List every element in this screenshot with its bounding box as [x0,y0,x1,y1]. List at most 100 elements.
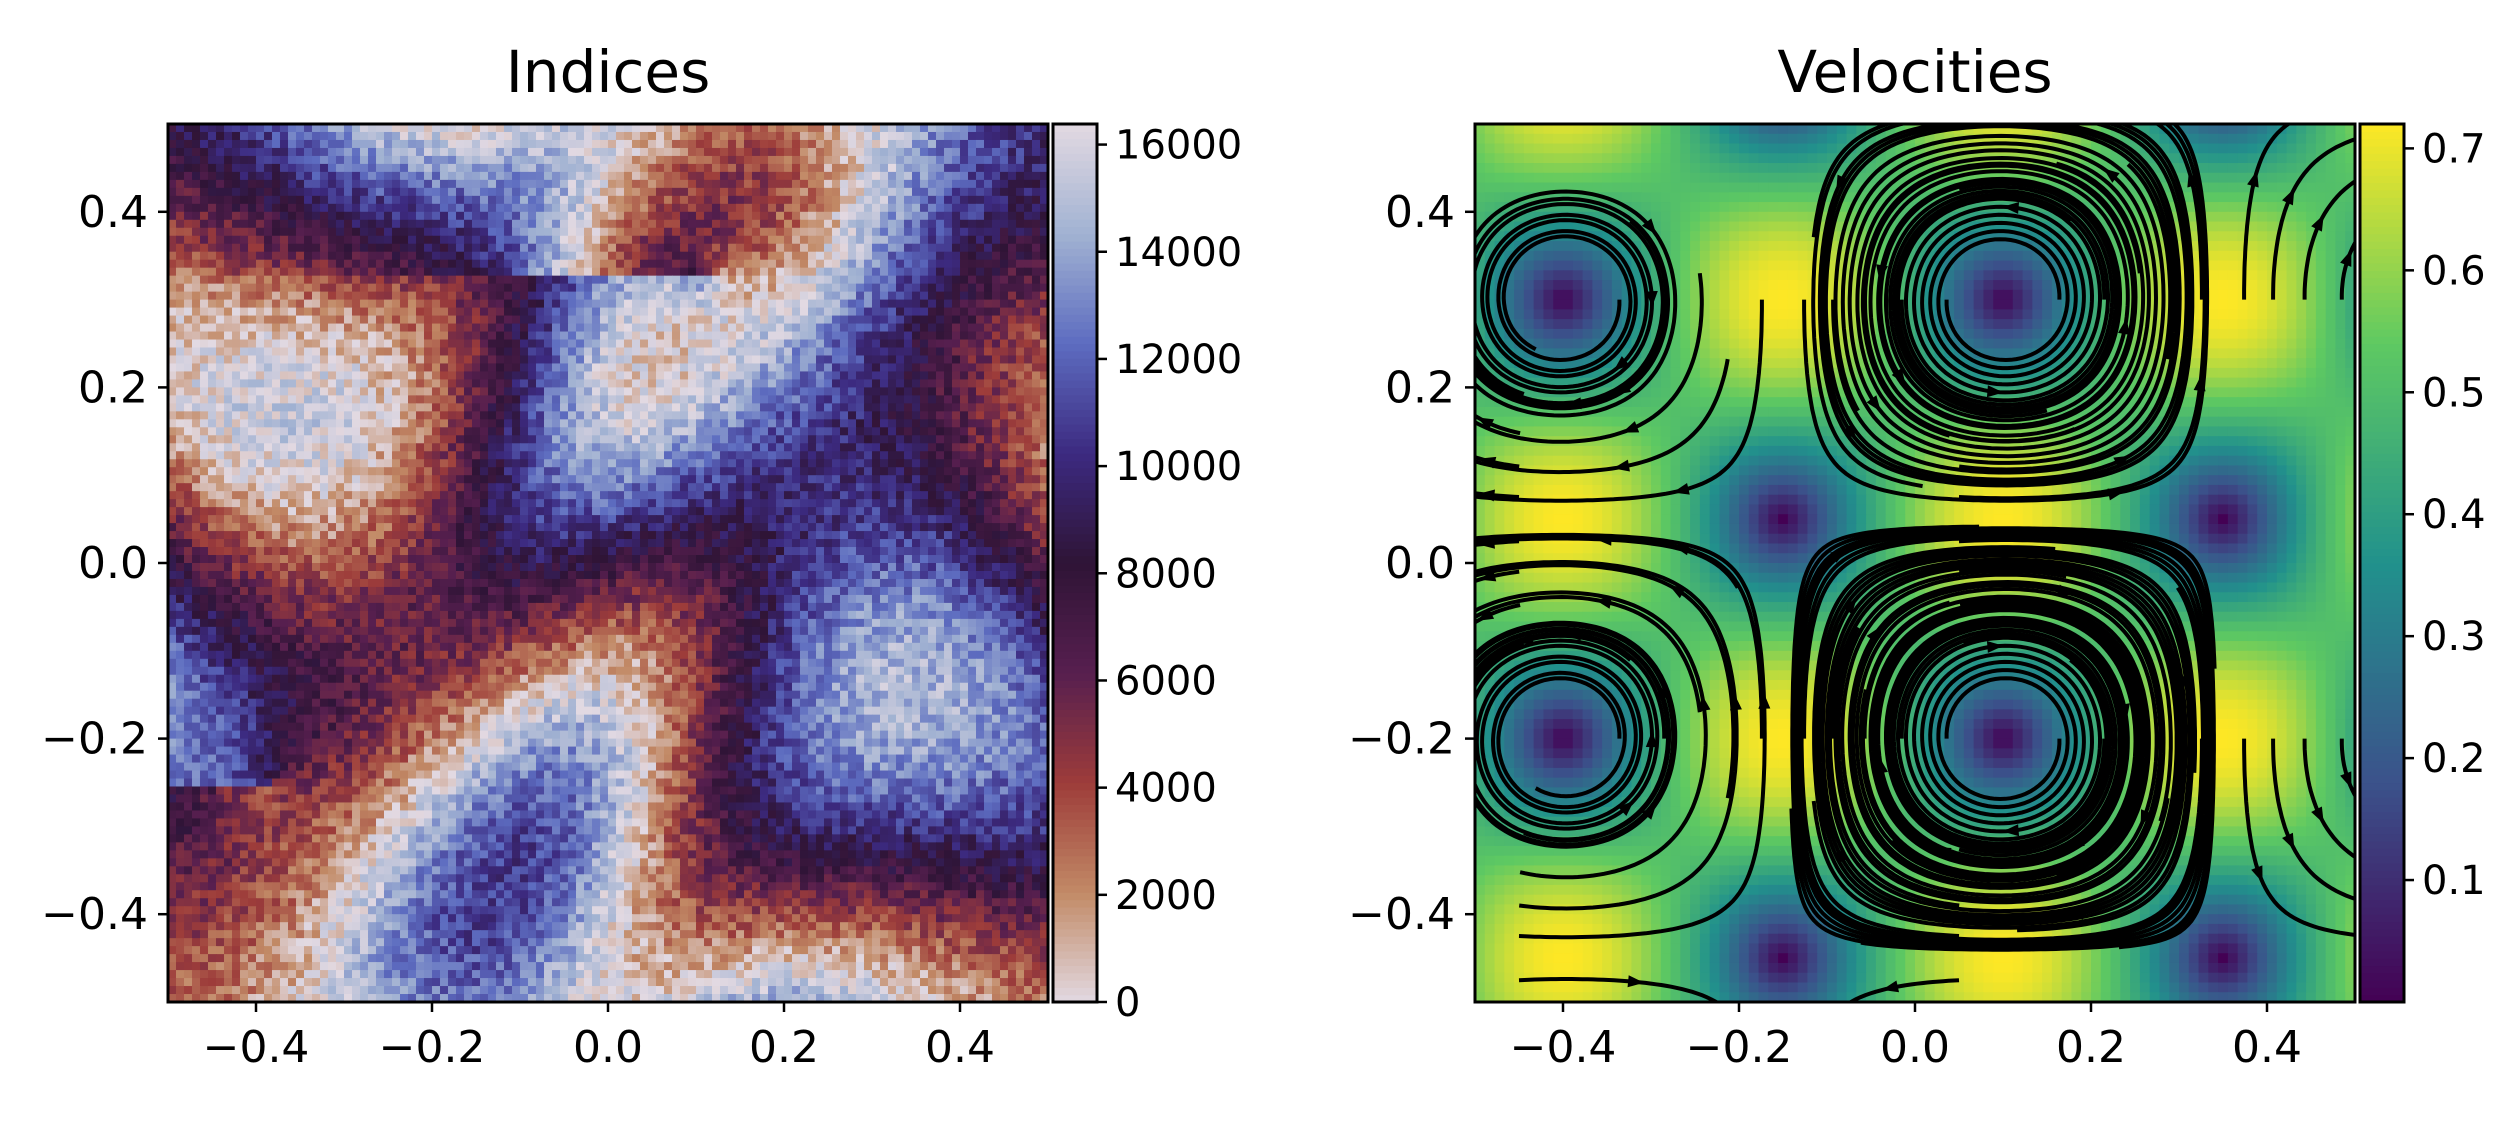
heatmap-cell [672,467,681,476]
heatmap-cell [240,275,249,285]
heatmap-cell [200,483,209,492]
heatmap-cell [808,435,817,444]
heatmap-cell [184,203,193,213]
heatmap-cell [920,331,929,341]
heatmap-cell [648,179,657,189]
heatmap-cell [864,227,873,237]
heatmap-cell [936,203,945,213]
heatmap-cell [992,147,1001,157]
heatmap-cell [864,331,873,341]
heatmap-cell [816,387,825,396]
heatmap-cell [952,459,961,468]
heatmap-cell [632,363,641,373]
heatmap-cell [208,235,217,245]
heatmap-cell [632,219,641,229]
heatmap-cell [888,147,897,157]
heatmap-cell [288,235,297,245]
heatmap-cell [600,124,609,133]
heatmap-cell [416,387,425,396]
heatmap-cell [168,139,177,149]
heatmap-cell [616,371,625,381]
heatmap-cell [600,363,609,373]
heatmap-cell [976,307,985,317]
heatmap-cell [480,179,489,189]
heatmap-cell [424,371,433,381]
heatmap-cell [384,387,393,396]
heatmap-cell [912,163,921,173]
heatmap-cell [504,331,513,341]
heatmap-cell [424,459,433,468]
heatmap-cell [928,259,937,269]
heatmap-cell [368,363,377,373]
heatmap-cell [680,187,689,197]
heatmap-cell [584,323,593,333]
heatmap-cell [376,411,385,420]
heatmap-cell [848,219,857,229]
heatmap-cell [200,307,209,317]
heatmap-cell [864,411,873,420]
heatmap-cell [272,243,281,253]
heatmap-cell [1024,475,1033,484]
heatmap-cell [712,475,721,484]
heatmap-cell [576,179,585,189]
heatmap-cell [944,267,953,277]
heatmap-cell [544,323,553,333]
heatmap-cell [320,339,329,349]
heatmap-cell [920,243,929,253]
heatmap-cell [432,363,441,373]
heatmap-cell [920,371,929,381]
heatmap-cell [976,315,985,325]
heatmap-cell [1032,179,1041,189]
heatmap-cell [184,323,193,333]
heatmap-cell [1016,219,1025,229]
heatmap-cell [320,179,329,189]
heatmap-cell [936,124,945,133]
heatmap-cell [888,467,897,476]
heatmap-cell [712,451,721,460]
heatmap-cell [608,307,617,317]
heatmap-cell [384,195,393,205]
heatmap-cell [184,459,193,468]
heatmap-cell [712,171,721,181]
heatmap-cell [824,459,833,468]
heatmap-cell [720,363,729,373]
heatmap-cell [512,315,521,325]
heatmap-cell [936,315,945,325]
heatmap-cell [344,227,353,237]
heatmap-cell [656,355,665,365]
heatmap-cell [720,419,729,428]
heatmap-cell [416,275,425,285]
heatmap-cell [600,267,609,277]
heatmap-cell [792,131,801,141]
heatmap-cell [704,187,713,197]
heatmap-cell [752,283,761,293]
heatmap-cell [680,419,689,428]
heatmap-cell [176,459,185,468]
heatmap-cell [528,179,537,189]
heatmap-cell [1032,395,1041,404]
heatmap-cell [1024,283,1033,293]
heatmap-cell [304,211,313,221]
heatmap-cell [368,243,377,253]
heatmap-cell [728,475,737,484]
heatmap-cell [192,467,201,476]
heatmap-cell [192,419,201,428]
heatmap-cell [808,155,817,165]
heatmap-cell [960,291,969,301]
heatmap-cell [184,219,193,229]
heatmap-cell [872,467,881,476]
heatmap-cell [848,163,857,173]
heatmap-cell [504,275,513,285]
heatmap-cell [1016,443,1025,452]
heatmap-cell [896,427,905,436]
heatmap-cell [568,347,577,357]
heatmap-cell [320,131,329,141]
heatmap-cell [688,299,697,309]
heatmap-cell [384,131,393,141]
heatmap-cell [472,243,481,253]
heatmap-cell [792,211,801,221]
heatmap-cell [720,299,729,309]
heatmap-cell [264,259,273,269]
heatmap-cell [696,411,705,420]
heatmap-cell [600,187,609,197]
